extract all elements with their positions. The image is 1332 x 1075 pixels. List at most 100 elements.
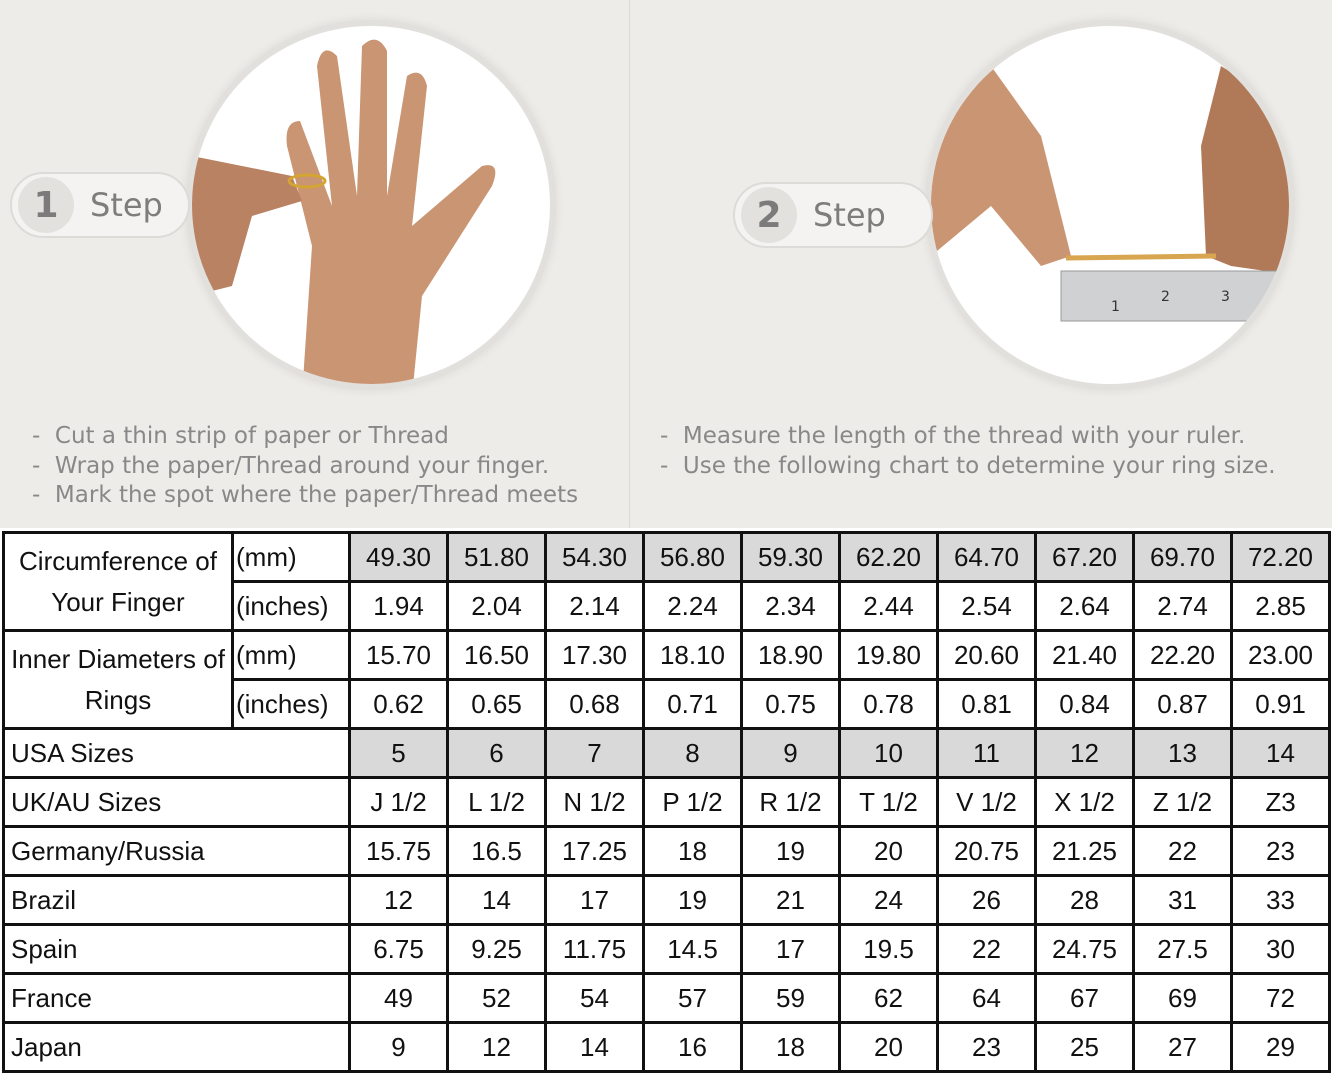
table-cell: 2.74 <box>1132 580 1233 632</box>
hand-measuring-finger-icon <box>192 39 496 384</box>
row-label: Spain <box>2 923 351 975</box>
table-cell: 0.62 <box>348 678 449 730</box>
table-cell: 22 <box>1132 825 1233 877</box>
table-cell: 57 <box>642 972 743 1024</box>
table-cell: 16.50 <box>446 629 547 681</box>
table-cell: 14 <box>544 1021 645 1073</box>
divider <box>629 0 630 528</box>
table-cell: 23 <box>1230 825 1331 877</box>
table-cell: X 1/2 <box>1034 776 1135 828</box>
step1-notes: Cut a thin strip of paper or Thread Wrap… <box>32 422 578 511</box>
step-label: Step <box>813 196 886 234</box>
group-label: Circumference of Your Finger <box>2 531 234 632</box>
step-number: 2 <box>741 187 797 243</box>
table-cell: 19 <box>642 874 743 926</box>
table-cell: 0.84 <box>1034 678 1135 730</box>
table-cell: P 1/2 <box>642 776 743 828</box>
table-cell: 18 <box>740 1021 841 1073</box>
table-cell: 6 <box>446 727 547 779</box>
table-cell: 69 <box>1132 972 1233 1024</box>
note: Wrap the paper/Thread around your finger… <box>32 452 578 482</box>
table-cell: N 1/2 <box>544 776 645 828</box>
table-cell: 19.80 <box>838 629 939 681</box>
table-cell: 54.30 <box>544 531 645 583</box>
table-cell: 30 <box>1230 923 1331 975</box>
group-label: Inner Diameters of Rings <box>2 629 234 730</box>
table-cell: 29 <box>1230 1021 1331 1073</box>
table-cell: 12 <box>446 1021 547 1073</box>
table-cell: 21.25 <box>1034 825 1135 877</box>
table-cell: 10 <box>838 727 939 779</box>
table-cell: 59.30 <box>740 531 841 583</box>
table-cell: 2.14 <box>544 580 645 632</box>
table-cell: 64 <box>936 972 1037 1024</box>
table-row: Inner Diameters of Rings (mm) 15.70 16.50 17… <box>2 629 1331 730</box>
ruler-mark: 1 <box>1111 299 1120 315</box>
table-cell: T 1/2 <box>838 776 939 828</box>
table-cell: 13 <box>1132 727 1233 779</box>
step2-notes: Measure the length of the thread with yo… <box>660 422 1276 481</box>
table-cell: 14.5 <box>642 923 743 975</box>
table-cell: 0.87 <box>1132 678 1233 730</box>
table-cell: 59 <box>740 972 841 1024</box>
table-cell: 2.85 <box>1230 580 1331 632</box>
table-cell: 7 <box>544 727 645 779</box>
table-cell: 0.71 <box>642 678 743 730</box>
table-cell: 0.75 <box>740 678 841 730</box>
table-cell: 16 <box>642 1021 743 1073</box>
table-cell: J 1/2 <box>348 776 449 828</box>
table-cell: Z3 <box>1230 776 1331 828</box>
table-cell: 0.65 <box>446 678 547 730</box>
table-cell: R 1/2 <box>740 776 841 828</box>
table-cell: 0.78 <box>838 678 939 730</box>
table-cell: 23 <box>936 1021 1037 1073</box>
instructions-panel: 1 Step Cut a thin strip of paper or Thre… <box>0 0 1332 528</box>
note: Use the following chart to determine you… <box>660 452 1276 482</box>
table-cell: 20.75 <box>936 825 1037 877</box>
table-cell: 15.70 <box>348 629 449 681</box>
table-row: Germany/Russia 15.75 16.5 17.25 18 19 20 20.75 2… <box>2 825 1331 877</box>
table-cell: 20 <box>838 1021 939 1073</box>
table-row: UK/AU Sizes J 1/2 L 1/2 N 1/2 P 1/2 R 1/2 T 1/… <box>2 776 1331 828</box>
table-cell: 23.00 <box>1230 629 1331 681</box>
row-label: Brazil <box>2 874 351 926</box>
table-cell: 67 <box>1034 972 1135 1024</box>
row-label: Germany/Russia <box>2 825 351 877</box>
table-cell: 9.25 <box>446 923 547 975</box>
ruler-mark: 2 <box>1161 289 1170 305</box>
table-cell: 2.24 <box>642 580 743 632</box>
row-label: France <box>2 972 351 1024</box>
table-cell: 19.5 <box>838 923 939 975</box>
table-cell: V 1/2 <box>936 776 1037 828</box>
table-cell: 18.90 <box>740 629 841 681</box>
table-row: (inches) 1.94 2.04 2.14 2.24 2.34 2.44 2.54 2.64… <box>4 580 1331 632</box>
table-cell: 27.5 <box>1132 923 1233 975</box>
table-cell: 5 <box>348 727 449 779</box>
unit-label: (mm) <box>231 629 351 681</box>
table-cell: 18 <box>642 825 743 877</box>
table-cell: 33 <box>1230 874 1331 926</box>
table-cell: 8 <box>642 727 743 779</box>
table-cell: 28 <box>1034 874 1135 926</box>
table-cell: 2.64 <box>1034 580 1135 632</box>
table-row: USA Sizes 5 6 7 8 9 10 11 12 13 14 <box>2 727 1331 779</box>
step1-badge: 1 Step <box>10 172 190 238</box>
table-cell: 26 <box>936 874 1037 926</box>
table-cell: 17.25 <box>544 825 645 877</box>
table-cell: 51.80 <box>446 531 547 583</box>
step-number: 1 <box>18 177 74 233</box>
table-cell: 54 <box>544 972 645 1024</box>
table-cell: 11 <box>936 727 1037 779</box>
ring-size-table: Circumference of Your Finger (mm) 49.30 51.… <box>2 531 1331 1073</box>
step-label: Step <box>90 186 163 224</box>
table-cell: 21 <box>740 874 841 926</box>
table-cell: 2.04 <box>446 580 547 632</box>
unit-label: (inches) <box>231 580 351 632</box>
table-cell: 20 <box>838 825 939 877</box>
note: Cut a thin strip of paper or Thread <box>32 422 578 452</box>
row-label: Japan <box>2 1021 351 1073</box>
table-cell: 15.75 <box>348 825 449 877</box>
note: Measure the length of the thread with yo… <box>660 422 1276 452</box>
table-row: Circumference of Your Finger (mm) 49.30 51.… <box>2 531 1331 632</box>
table-cell: 14 <box>1230 727 1331 779</box>
